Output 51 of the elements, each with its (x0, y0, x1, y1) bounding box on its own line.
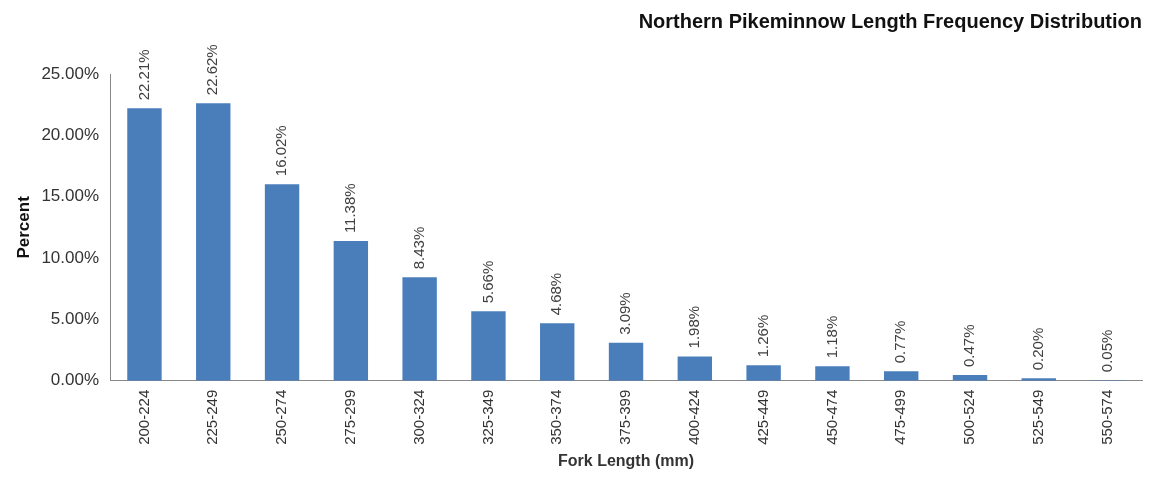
data-label: 1.98% (684, 305, 702, 349)
y-axis-title: Percent (13, 195, 33, 259)
x-tick-label: 350-374 (547, 389, 565, 445)
bar (264, 184, 300, 381)
data-label: 22.62% (203, 44, 221, 96)
bar (540, 323, 575, 381)
x-tick-label: 200-224 (134, 389, 152, 445)
bar (884, 371, 919, 381)
data-label: 1.18% (822, 315, 840, 359)
x-tick-label: 300-324 (409, 389, 427, 445)
data-label: 11.38% (340, 183, 358, 234)
data-label: 4.68% (547, 272, 565, 316)
bar (402, 277, 437, 381)
bar (677, 356, 713, 381)
data-label: 5.66% (478, 260, 496, 304)
x-tick-label: 325-349 (478, 389, 496, 445)
x-tick-label: 425-449 (753, 389, 771, 445)
x-tick-label: 400-424 (684, 389, 702, 445)
y-tick-label: 0.00% (50, 370, 100, 390)
data-label: 0.47% (960, 324, 978, 367)
bar (196, 103, 231, 381)
bar (815, 366, 850, 381)
x-axis-title: Fork Length (mm) (558, 451, 695, 469)
data-label: 16.02% (272, 125, 290, 177)
data-label: 8.43% (409, 226, 427, 270)
y-tick-label: 20.00% (41, 125, 100, 145)
y-tick-label: 10.00% (41, 247, 100, 267)
data-label: 0.77% (891, 320, 909, 364)
x-tick-label: 225-249 (203, 389, 221, 445)
data-label: 22.21% (134, 49, 152, 101)
x-tick-label: 275-299 (340, 389, 358, 445)
bar (608, 342, 644, 381)
x-tick-label: 475-499 (891, 389, 909, 445)
chart-title: Northern Pikeminnow Length Frequency Distribution (638, 9, 1142, 32)
x-tick-label: 375-399 (616, 389, 634, 445)
bar (471, 311, 506, 381)
x-tick-label: 450-474 (822, 389, 840, 445)
x-tick-label: 525-549 (1028, 389, 1046, 445)
x-tick-label: 500-524 (960, 389, 978, 445)
data-label: 0.05% (1097, 329, 1115, 373)
y-tick-label: 5.00% (50, 309, 100, 329)
x-tick-label: 550-574 (1097, 389, 1115, 445)
data-label: 1.26% (753, 314, 771, 358)
y-tick-label: 25.00% (41, 63, 100, 83)
data-label: 0.20% (1028, 327, 1046, 371)
x-tick-label: 250-274 (272, 389, 290, 445)
data-label: 3.09% (616, 292, 634, 335)
bar (333, 241, 369, 381)
bar (127, 108, 162, 381)
bar (746, 365, 781, 381)
y-tick-label: 15.00% (41, 186, 100, 206)
